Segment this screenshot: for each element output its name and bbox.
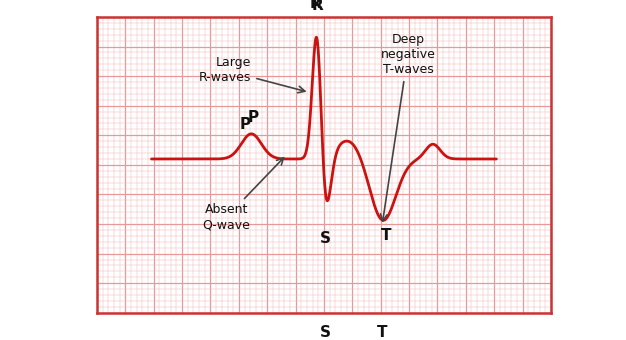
Text: Absent
Q-wave: Absent Q-wave xyxy=(202,158,284,231)
Text: R: R xyxy=(310,0,322,11)
Text: R: R xyxy=(311,0,323,13)
Text: Deep
negative
T-waves: Deep negative T-waves xyxy=(381,33,435,221)
Text: T: T xyxy=(377,325,387,340)
Text: Large
R-waves: Large R-waves xyxy=(199,56,305,93)
Text: P: P xyxy=(247,110,259,125)
Text: S: S xyxy=(320,325,331,340)
Text: T: T xyxy=(381,228,391,243)
Text: S: S xyxy=(320,232,331,246)
Text: P: P xyxy=(240,117,251,132)
